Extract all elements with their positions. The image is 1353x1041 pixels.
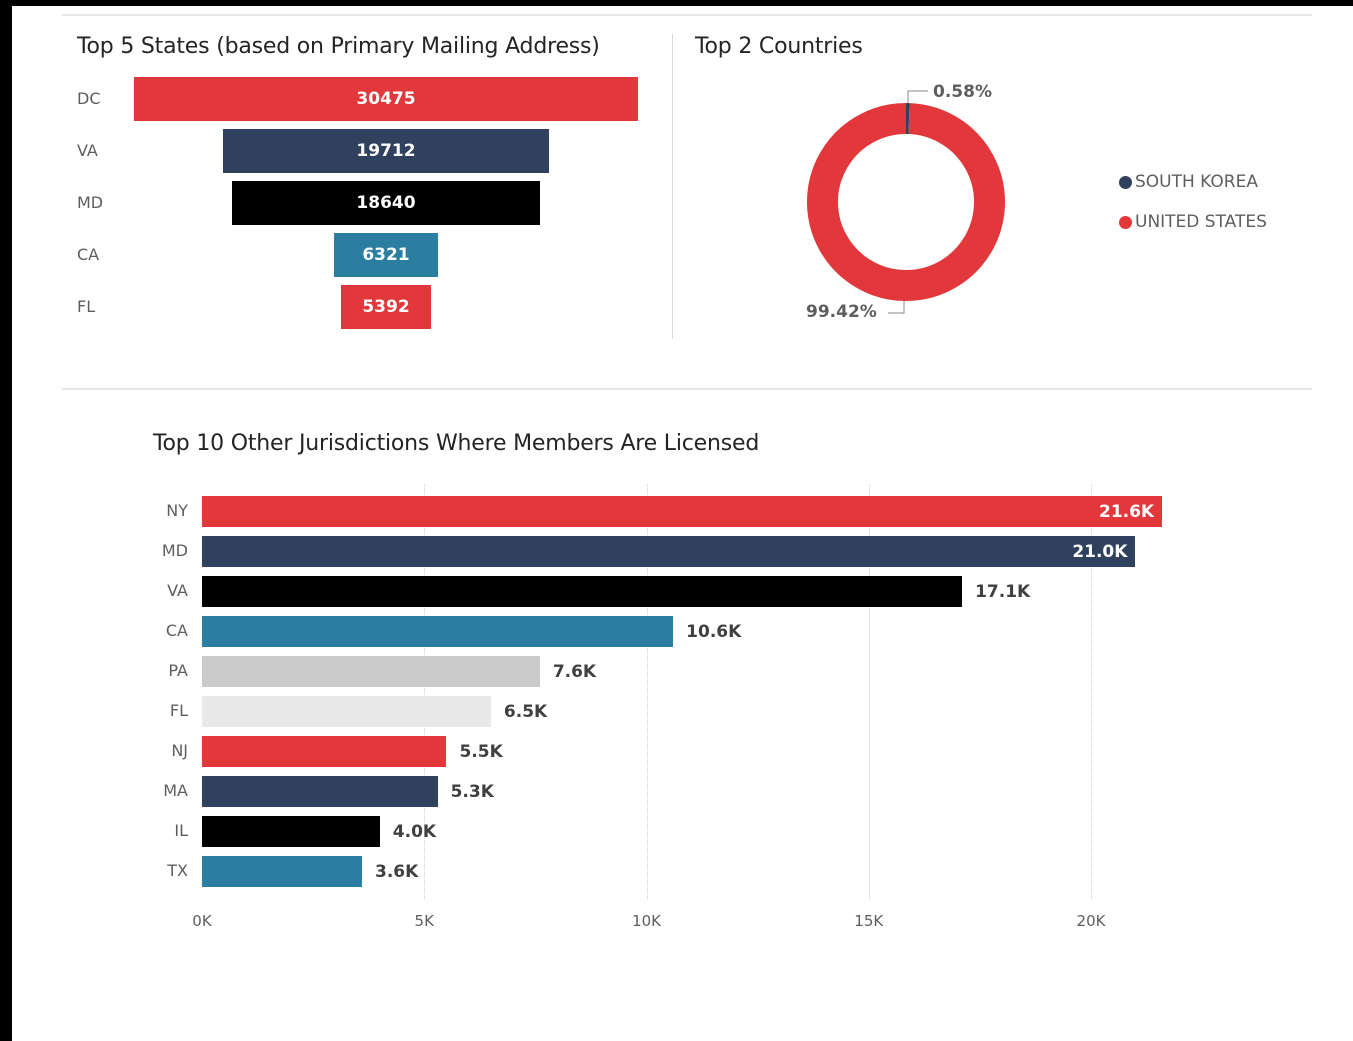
funnel-value-ca: 6321 xyxy=(362,245,410,265)
bar-fl[interactable] xyxy=(202,696,491,727)
donut-title: Top 2 Countries xyxy=(695,34,863,59)
y-category-va: VA xyxy=(167,581,188,600)
gridline-2 xyxy=(646,484,648,899)
top-divider xyxy=(62,14,1312,16)
funnel-category-dc: DC xyxy=(77,89,101,108)
bar-value-il: 4.0K xyxy=(392,822,437,842)
legend-label-south-korea: SOUTH KOREA xyxy=(1135,172,1258,192)
funnel-category-va: VA xyxy=(77,141,98,160)
bar-nj[interactable] xyxy=(202,736,447,767)
y-category-fl: FL xyxy=(169,701,188,720)
y-category-nj: NJ xyxy=(171,741,188,760)
y-category-md: MD xyxy=(161,541,188,560)
bar-value-ca: 10.6K xyxy=(686,622,742,642)
bar-value-fl: 6.5K xyxy=(503,702,548,722)
vertical-divider xyxy=(672,34,673,339)
y-category-il: IL xyxy=(174,821,188,840)
x-tick-5k: 5K xyxy=(414,912,434,930)
bar-value-pa: 7.6K xyxy=(552,662,597,682)
bar-ma[interactable] xyxy=(202,776,438,807)
y-category-ma: MA xyxy=(163,781,188,800)
bar-ny[interactable] xyxy=(202,496,1163,527)
bar-il[interactable] xyxy=(202,816,380,847)
donut-label-united-states: 99.42% xyxy=(806,302,877,322)
legend-dot-south-korea xyxy=(1119,175,1132,189)
y-category-tx: TX xyxy=(167,861,188,880)
funnel-bar-va[interactable] xyxy=(223,129,549,173)
gridline-4 xyxy=(1091,484,1092,899)
bar-ca[interactable] xyxy=(202,616,674,647)
funnel-title: Top 5 States (based on Primary Mailing A… xyxy=(77,34,600,59)
bar-md[interactable] xyxy=(202,536,1136,567)
legend-item-south-korea[interactable]: SOUTH KOREA xyxy=(1119,172,1258,192)
legend-label-united-states: UNITED STATES xyxy=(1135,212,1267,232)
leader-line-south-korea xyxy=(907,90,928,103)
middle-divider xyxy=(62,388,1312,390)
bar-chart-title: Top 10 Other Jurisdictions Where Members… xyxy=(153,431,760,456)
gridline-3 xyxy=(868,484,870,899)
y-category-pa: PA xyxy=(168,661,188,680)
bar-value-va: 17.1K xyxy=(975,582,1031,602)
bar-value-ny: 21.6K xyxy=(1098,502,1155,522)
funnel-category-md: MD xyxy=(77,193,104,212)
donut-label-south-korea: 0.58% xyxy=(933,82,992,102)
gridline-1 xyxy=(424,484,426,899)
y-category-ca: CA xyxy=(165,621,188,640)
bar-value-md: 21.0K xyxy=(1072,542,1128,562)
funnel-value-fl: 5392 xyxy=(362,297,410,317)
funnel-category-fl: FL xyxy=(77,297,96,316)
legend-dot-united-states xyxy=(1119,215,1132,229)
donut-slice-united-states[interactable] xyxy=(807,103,1005,301)
x-tick-20k: 20K xyxy=(1076,912,1106,930)
funnel-category-ca: CA xyxy=(77,245,100,264)
leader-line-united-states xyxy=(888,301,905,314)
legend-item-united-states[interactable]: UNITED STATES xyxy=(1119,212,1267,232)
donut-svg xyxy=(807,90,1005,314)
funnel-value-va: 19712 xyxy=(356,141,416,161)
bar-value-tx: 3.6K xyxy=(375,862,419,882)
funnel-value-dc: 30475 xyxy=(356,89,416,109)
bar-value-nj: 5.5K xyxy=(459,742,503,762)
x-tick-0k: 0K xyxy=(192,912,212,930)
bar-tx[interactable] xyxy=(202,856,363,887)
x-tick-15k: 15K xyxy=(854,912,884,930)
funnel-bar-ca[interactable] xyxy=(333,233,439,277)
bar-value-ma: 5.3K xyxy=(450,782,494,802)
funnel-value-md: 18640 xyxy=(356,193,416,213)
funnel-bar-dc[interactable] xyxy=(134,77,638,121)
x-tick-10k: 10K xyxy=(632,912,661,930)
report-canvas: Top 5 States (based on Primary Mailing A… xyxy=(12,6,1353,1041)
bar-va[interactable] xyxy=(202,576,963,607)
funnel-bar-fl[interactable] xyxy=(341,285,431,329)
bar-pa[interactable] xyxy=(202,656,540,687)
y-category-ny: NY xyxy=(166,501,188,520)
funnel-bar-md[interactable] xyxy=(231,181,541,225)
